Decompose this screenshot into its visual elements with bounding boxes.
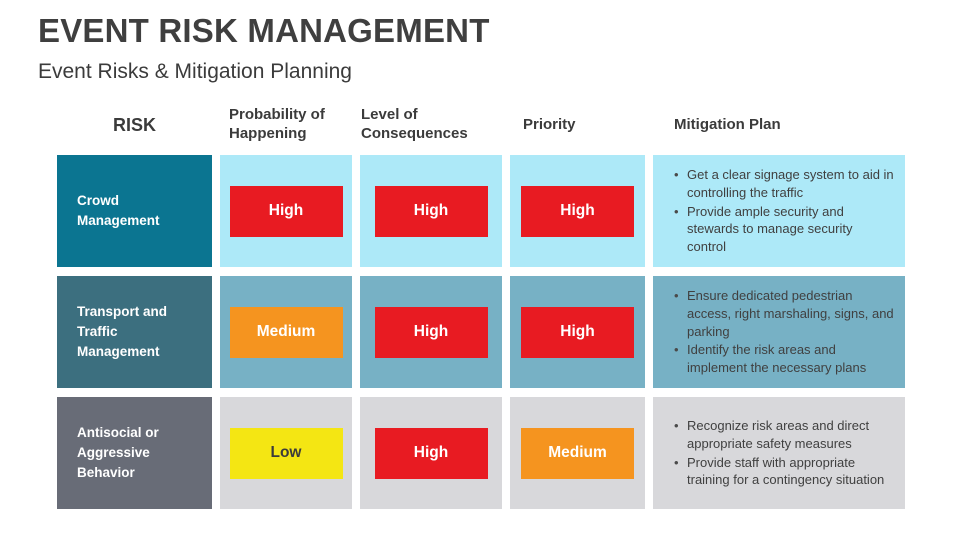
- priority-cell: High: [510, 276, 645, 388]
- consequences-badge: High: [374, 427, 488, 479]
- risk-name-cell: Antisocial or Aggressive Behavior: [57, 397, 212, 509]
- priority-cell: Medium: [510, 397, 645, 509]
- table-row-antisocial-behavior: Antisocial or Aggressive Behavior Low Hi…: [57, 397, 905, 509]
- column-header-probability: Probability of Happening: [229, 106, 325, 142]
- consequences-badge: High: [374, 306, 488, 358]
- priority-badge: Medium: [521, 427, 634, 479]
- mitigation-item: Recognize risk areas and direct appropri…: [674, 417, 895, 453]
- mitigation-cell: Get a clear signage system to aid in con…: [653, 155, 905, 267]
- page-title: EVENT RISK MANAGEMENT: [38, 12, 490, 49]
- probability-badge: High: [229, 185, 343, 237]
- mitigation-cell: Recognize risk areas and direct appropri…: [653, 397, 905, 509]
- probability-badge: Medium: [229, 306, 343, 358]
- mitigation-list: Ensure dedicated pedestrian access, righ…: [653, 286, 905, 379]
- consequences-badge: High: [374, 185, 488, 237]
- mitigation-item: Provide ample security and stewards to m…: [674, 203, 895, 257]
- priority-badge: High: [521, 306, 634, 358]
- table-row-transport-traffic: Transport and Traffic Management Medium …: [57, 276, 905, 388]
- mitigation-item: Identify the risk areas and implement th…: [674, 341, 895, 377]
- probability-badge: Low: [229, 427, 343, 479]
- mitigation-item: Get a clear signage system to aid in con…: [674, 166, 895, 202]
- probability-cell: High: [220, 155, 352, 267]
- mitigation-list: Get a clear signage system to aid in con…: [653, 165, 905, 258]
- table-header-row: RISK Probability of Happening Level of C…: [57, 100, 905, 150]
- column-header-consequences: Level of Consequences: [361, 106, 468, 142]
- priority-cell: High: [510, 155, 645, 267]
- consequences-cell: High: [360, 397, 502, 509]
- mitigation-list: Recognize risk areas and direct appropri…: [653, 416, 905, 491]
- mitigation-item: Ensure dedicated pedestrian access, righ…: [674, 287, 895, 341]
- consequences-cell: High: [360, 155, 502, 267]
- column-header-risk: RISK: [112, 114, 156, 135]
- mitigation-cell: Ensure dedicated pedestrian access, righ…: [653, 276, 905, 388]
- page-subtitle: Event Risks & Mitigation Planning: [38, 60, 352, 83]
- risk-name-cell: Transport and Traffic Management: [57, 276, 212, 388]
- mitigation-item: Provide staff with appropriate training …: [674, 454, 895, 490]
- table-row-crowd-management: Crowd Management High High High Get a cl…: [57, 155, 905, 267]
- column-header-priority: Priority: [523, 115, 576, 133]
- column-header-mitigation: Mitigation Plan: [674, 115, 781, 133]
- risk-table: RISK Probability of Happening Level of C…: [57, 100, 905, 518]
- priority-badge: High: [521, 185, 634, 237]
- risk-name-cell: Crowd Management: [57, 155, 212, 267]
- probability-cell: Medium: [220, 276, 352, 388]
- consequences-cell: High: [360, 276, 502, 388]
- probability-cell: Low: [220, 397, 352, 509]
